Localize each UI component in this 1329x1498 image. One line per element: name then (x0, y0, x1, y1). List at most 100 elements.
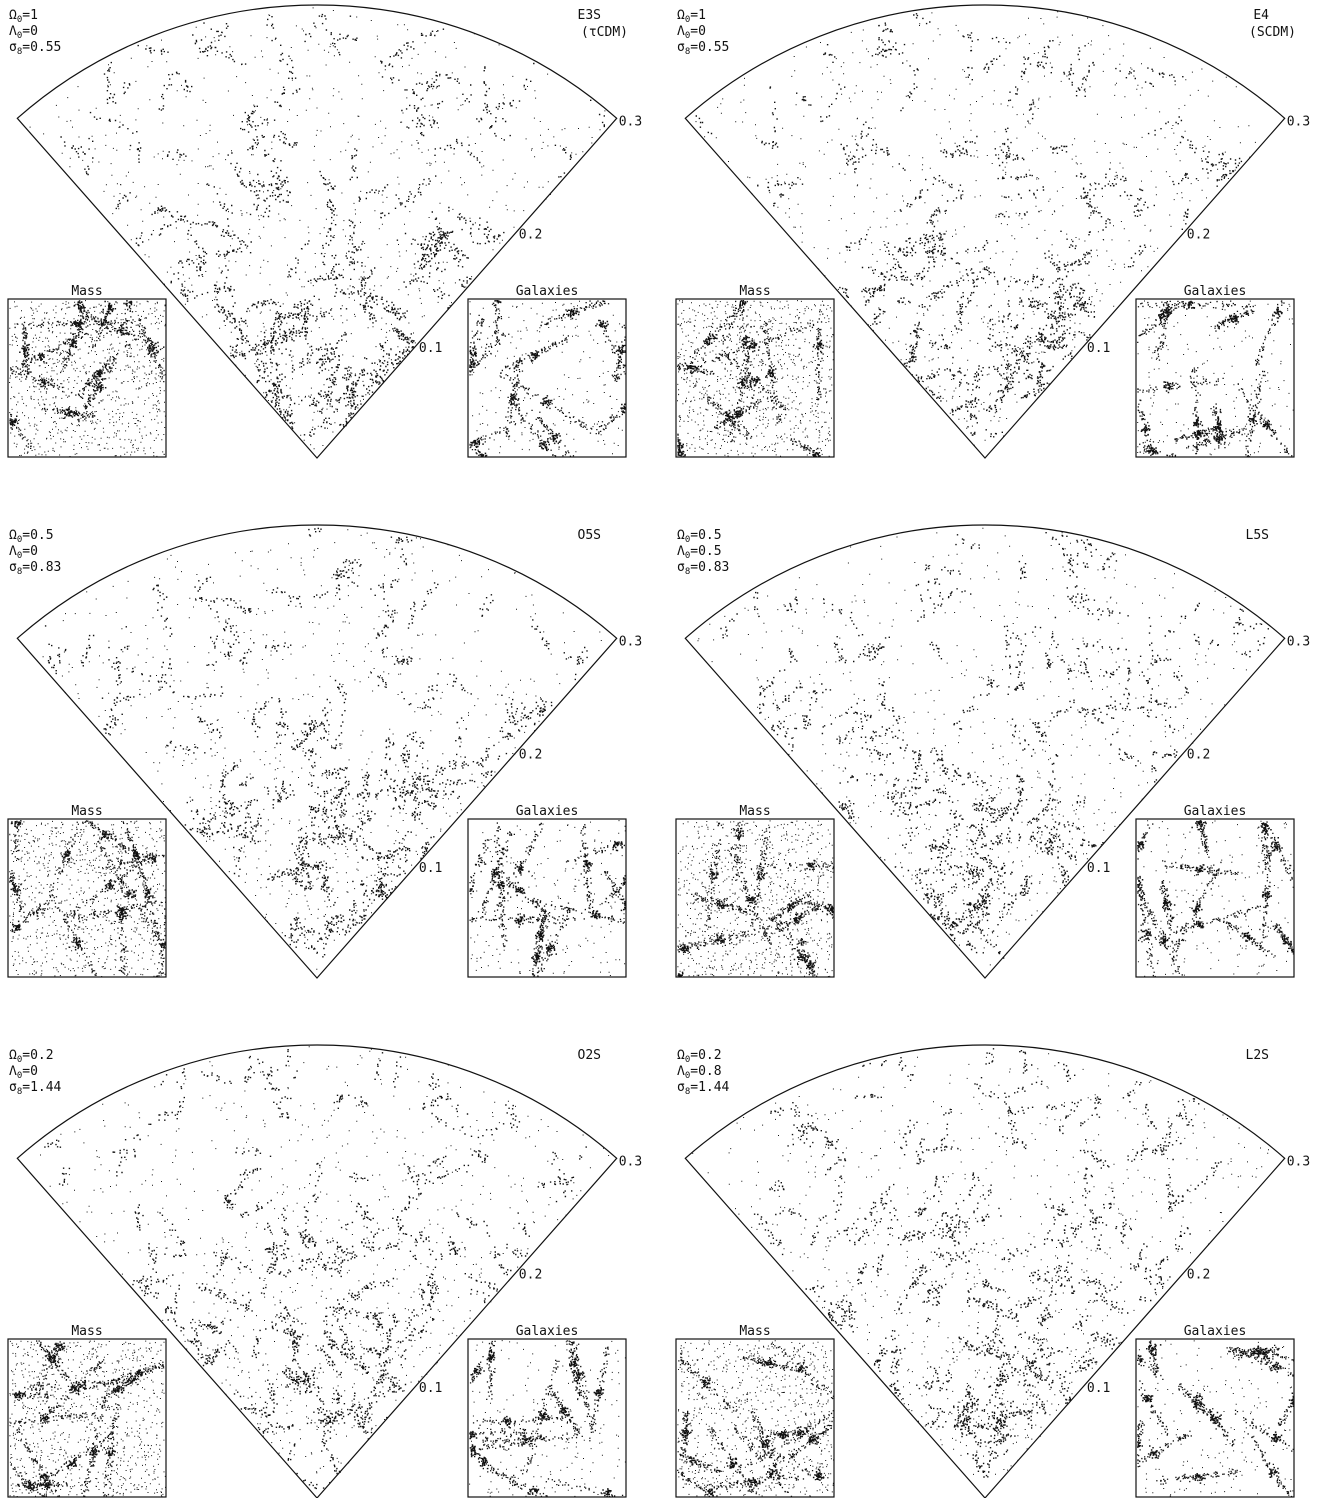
inset-label: Mass (71, 1324, 102, 1339)
parameter: Λ0=0 (9, 1064, 38, 1081)
parameter-value: =0.2 (690, 1048, 721, 1063)
parameter-value: =0.55 (22, 40, 61, 55)
model-name: O2S (578, 1048, 601, 1063)
inset-frame (1136, 819, 1294, 977)
parameter: Λ0=0 (9, 544, 38, 561)
parameter: Ω0=0.2 (677, 1048, 722, 1065)
parameter-value: =0.5 (22, 528, 53, 543)
model-variant: (SCDM) (1249, 25, 1296, 40)
parameter-value: =0.83 (690, 560, 729, 575)
parameter-value: =1 (22, 8, 38, 23)
parameter-symbol: σ (677, 560, 685, 575)
inset-label: Mass (71, 284, 102, 299)
inset-particles (1137, 820, 1294, 977)
inset-label: Galaxies (1184, 804, 1247, 819)
parameter: Ω0=0.5 (677, 528, 722, 545)
parameter-value: =0 (690, 24, 706, 39)
parameter-value: =0.2 (22, 1048, 53, 1063)
inset-particles (1137, 300, 1294, 457)
parameter-symbol: σ (9, 560, 17, 575)
parameter: Ω0=0.2 (9, 1048, 54, 1065)
parameter-symbol: σ (9, 1080, 17, 1095)
redshift-label: 0.3 (619, 634, 642, 649)
parameter-symbol: Ω (9, 528, 17, 543)
redshift-label: 0.2 (519, 1268, 542, 1283)
parameter-symbol: σ (677, 40, 685, 55)
inset-label: Mass (739, 1324, 770, 1339)
inset-particles (469, 820, 626, 977)
parameter-symbol: Λ (9, 1064, 17, 1079)
parameter-symbol: σ (677, 1080, 685, 1095)
inset-particles (677, 1340, 834, 1497)
inset-particles (677, 820, 834, 977)
parameter-symbol: Ω (677, 528, 685, 543)
parameter: Λ0=0.5 (677, 544, 722, 561)
redshift-label: 0.1 (419, 341, 442, 356)
redshift-label: 0.2 (519, 748, 542, 763)
parameter: σ8=0.83 (9, 560, 61, 577)
parameter-symbol: Ω (9, 8, 17, 23)
parameter-symbol: Λ (677, 544, 685, 559)
parameter: σ8=0.55 (677, 40, 729, 57)
parameter: Ω0=1 (677, 8, 706, 25)
parameter: σ8=0.83 (677, 560, 729, 577)
redshift-label: 0.2 (1187, 228, 1210, 243)
parameter: Ω0=0.5 (9, 528, 54, 545)
parameter: σ8=0.55 (9, 40, 61, 57)
parameter-symbol: Λ (677, 1064, 685, 1079)
panel: 0.10.20.3Ω0=1Λ0=0σ8=0.55E3S(τCDM)MassGal… (8, 5, 642, 458)
model-name: E4 (1253, 8, 1269, 23)
redshift-label: 0.3 (1287, 114, 1310, 129)
parameter: Λ0=0 (9, 24, 38, 41)
redshift-label: 0.1 (1087, 861, 1110, 876)
model-name: L5S (1246, 528, 1269, 543)
parameter-symbol: σ (9, 40, 17, 55)
inset-particles (9, 1340, 166, 1497)
parameter-value: =1.44 (22, 1080, 61, 1095)
parameter-value: =1 (690, 8, 706, 23)
model-name: L2S (1246, 1048, 1269, 1063)
inset-label: Mass (71, 804, 102, 819)
parameter-value: =0.55 (690, 40, 729, 55)
particle-field (692, 1048, 1269, 1478)
model-name: O5S (578, 528, 601, 543)
parameter-value: =0.8 (690, 1064, 721, 1079)
redshift-label: 0.1 (1087, 341, 1110, 356)
particle-field (698, 528, 1270, 966)
inset-label: Galaxies (1184, 284, 1247, 299)
redshift-label: 0.3 (619, 1154, 642, 1169)
parameter: Λ0=0 (677, 24, 706, 41)
parameter-symbol: Ω (677, 8, 685, 23)
redshift-label: 0.2 (1187, 1268, 1210, 1283)
parameter-value: =0 (22, 544, 38, 559)
parameter-value: =0.5 (690, 544, 721, 559)
inset-particles (469, 300, 626, 457)
particle-field (696, 11, 1256, 446)
page: 0.10.20.3Ω0=1Λ0=0σ8=0.55E3S(τCDM)MassGal… (0, 0, 1329, 1498)
redshift-label: 0.3 (619, 114, 642, 129)
panel: 0.1 0.2 0.3 Ω0=1Λ0=0σ8=0.55 E4 (SCDM) Mass Gala… (676, 5, 1310, 458)
parameter-value: =0.83 (22, 560, 61, 575)
inset-particles (1137, 1340, 1295, 1497)
parameter-symbol: Ω (677, 1048, 685, 1063)
inset-particles (9, 300, 166, 457)
inset-label: Galaxies (516, 284, 579, 299)
inset-particles (677, 300, 834, 457)
inset-label: Galaxies (516, 1324, 579, 1339)
parameter-symbol: Λ (9, 24, 17, 39)
parameter-symbol: Ω (9, 1048, 17, 1063)
inset-label: Galaxies (1184, 1324, 1247, 1339)
parameter: σ8=1.44 (677, 1080, 730, 1097)
parameter-value: =0 (22, 24, 38, 39)
inset-label: Mass (739, 284, 770, 299)
inset-frame (8, 299, 166, 457)
inset-particles (469, 1340, 626, 1497)
parameter-symbol: Λ (677, 24, 685, 39)
redshift-label: 0.2 (519, 228, 542, 243)
inset-frame (8, 1339, 166, 1497)
parameter: σ8=1.44 (9, 1080, 62, 1097)
redshift-label: 0.3 (1287, 634, 1310, 649)
